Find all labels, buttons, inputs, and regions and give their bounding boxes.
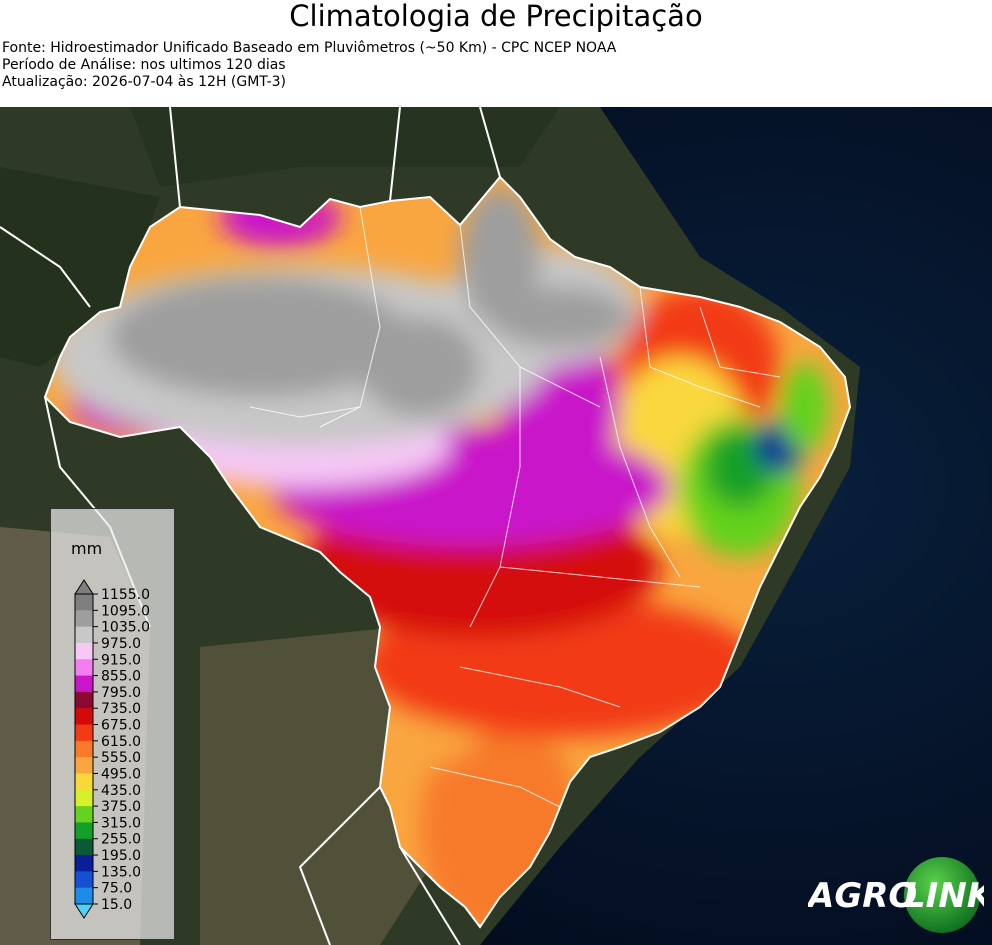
colorbar-tick-label: 615.0 [101, 734, 141, 750]
period-line: Período de Análise: nos ultimos 120 dias [2, 57, 286, 73]
colorbar-tick-label: 255.0 [101, 832, 141, 848]
colorbar-tick-label: 135.0 [101, 864, 141, 880]
colorbar-segment [75, 773, 93, 791]
colorbar-segment [75, 806, 93, 823]
colorbar-tick-label: 1155.0 [101, 587, 150, 603]
colorbar-tick-label: 975.0 [101, 636, 141, 652]
colorbar-tick-label: 1095.0 [101, 603, 150, 619]
map-title: Climatologia de Precipitação [289, 0, 703, 33]
colorbar-segment [75, 626, 93, 644]
colorbar-segment [75, 757, 93, 774]
colorbar-tick-label: 795.0 [101, 685, 141, 701]
colorbar-tick-label: 375.0 [101, 799, 141, 815]
colorbar-tick-label: 195.0 [101, 848, 141, 864]
colorbar-tick-label: 915.0 [101, 652, 141, 668]
colorbar-segment [75, 594, 93, 611]
colorbar-tick-label: 1035.0 [101, 620, 150, 636]
colorbar-segment [75, 642, 93, 660]
updated-line: Atualização: 2026-07-04 às 12H (GMT-3) [2, 74, 286, 90]
state-borders [249, 206, 781, 808]
colorbar-segment [75, 822, 93, 840]
colorbar-segment [75, 871, 93, 889]
legend-unit: mm [71, 539, 103, 558]
logo-link-text: LINK [904, 876, 984, 916]
colorbar-segment [75, 675, 93, 693]
logo-globe [904, 857, 980, 933]
colorbar-tick-label: 675.0 [101, 718, 141, 734]
colorbar-segment [75, 740, 93, 758]
country-borders [0, 107, 852, 945]
colorbar-tick-label: 555.0 [101, 750, 141, 766]
colorbar-segment [75, 659, 93, 677]
colorbar-segment [75, 887, 93, 905]
colorbar-tick-label: 75.0 [101, 881, 132, 897]
colorbar-segment [75, 855, 93, 872]
colorbar-tick-label: 315.0 [101, 815, 141, 831]
colorbar: 1155.01095.01035.0975.0915.0855.0795.073… [74, 579, 150, 919]
colorbar-tick-label: 735.0 [101, 701, 141, 717]
map-canvas [0, 107, 992, 945]
colorbar-tick-label: 855.0 [101, 669, 141, 685]
logo-agro-text: AGRO [808, 876, 917, 916]
colorbar-under-arrow [74, 903, 94, 919]
colorbar-segment [75, 610, 93, 628]
colorbar-legend: mm 1155.0 1095.0 1035.0 975.0 915.0 855.0 795.… [50, 508, 175, 940]
source-line: Fonte: Hidroestimador Unificado Baseado … [2, 40, 617, 56]
colorbar-segment [75, 691, 93, 709]
colorbar-tick-label: 435.0 [101, 783, 141, 799]
colorbar-over-arrow [74, 579, 94, 595]
colorbar-tick-label: 495.0 [101, 766, 141, 782]
agrolink-logo: AGRO LINK [805, 855, 992, 935]
colorbar-segment [75, 838, 93, 856]
colorbar-segment [75, 789, 93, 807]
colorbar-segment [75, 724, 93, 742]
precipitation-map [0, 107, 992, 945]
colorbar-segment [75, 708, 93, 726]
colorbar-tick-label: 15.0 [101, 897, 132, 913]
colorbar-frame [74, 593, 94, 905]
